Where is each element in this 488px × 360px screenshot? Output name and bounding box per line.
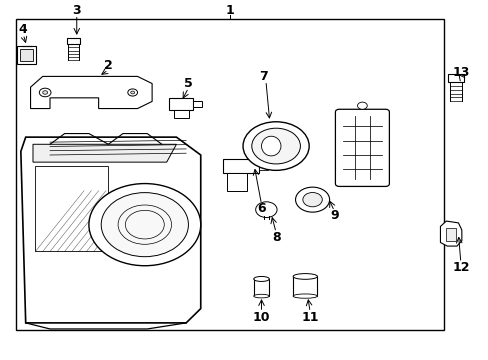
Circle shape — [89, 184, 201, 266]
Polygon shape — [440, 221, 461, 246]
Circle shape — [243, 122, 308, 170]
Text: 8: 8 — [271, 231, 280, 244]
Ellipse shape — [261, 136, 281, 156]
Circle shape — [39, 88, 51, 97]
Text: 13: 13 — [451, 66, 468, 79]
Circle shape — [357, 102, 366, 109]
Circle shape — [42, 91, 47, 94]
Polygon shape — [30, 76, 152, 109]
Ellipse shape — [292, 274, 317, 279]
Circle shape — [251, 128, 300, 164]
Ellipse shape — [253, 276, 269, 282]
Bar — [174, 111, 188, 118]
Text: 11: 11 — [301, 311, 318, 324]
Text: 9: 9 — [329, 209, 338, 222]
Text: 1: 1 — [225, 4, 234, 17]
Text: 6: 6 — [257, 202, 265, 215]
Bar — [169, 98, 193, 111]
Text: 10: 10 — [252, 311, 270, 324]
Text: 2: 2 — [104, 59, 113, 72]
Polygon shape — [446, 228, 455, 241]
Text: 4: 4 — [19, 23, 28, 36]
Circle shape — [302, 193, 322, 207]
Text: 5: 5 — [184, 77, 193, 90]
Circle shape — [101, 193, 188, 257]
Bar — [222, 158, 259, 173]
Bar — [253, 279, 269, 296]
Bar — [20, 49, 33, 61]
Bar — [292, 276, 317, 296]
Ellipse shape — [292, 294, 317, 298]
Polygon shape — [33, 144, 176, 162]
Ellipse shape — [253, 294, 269, 298]
Text: 3: 3 — [72, 4, 81, 17]
Bar — [67, 38, 80, 44]
Bar — [193, 101, 202, 108]
Circle shape — [255, 202, 277, 217]
Circle shape — [295, 187, 329, 212]
Text: 7: 7 — [259, 70, 268, 83]
Circle shape — [130, 91, 134, 94]
Polygon shape — [21, 137, 201, 323]
Bar — [227, 173, 246, 191]
Bar — [447, 74, 463, 82]
Bar — [18, 46, 36, 64]
Bar — [259, 161, 267, 170]
Polygon shape — [35, 166, 108, 251]
Bar — [16, 19, 443, 330]
FancyBboxPatch shape — [335, 109, 388, 186]
Circle shape — [127, 89, 137, 96]
Text: 12: 12 — [451, 261, 468, 274]
